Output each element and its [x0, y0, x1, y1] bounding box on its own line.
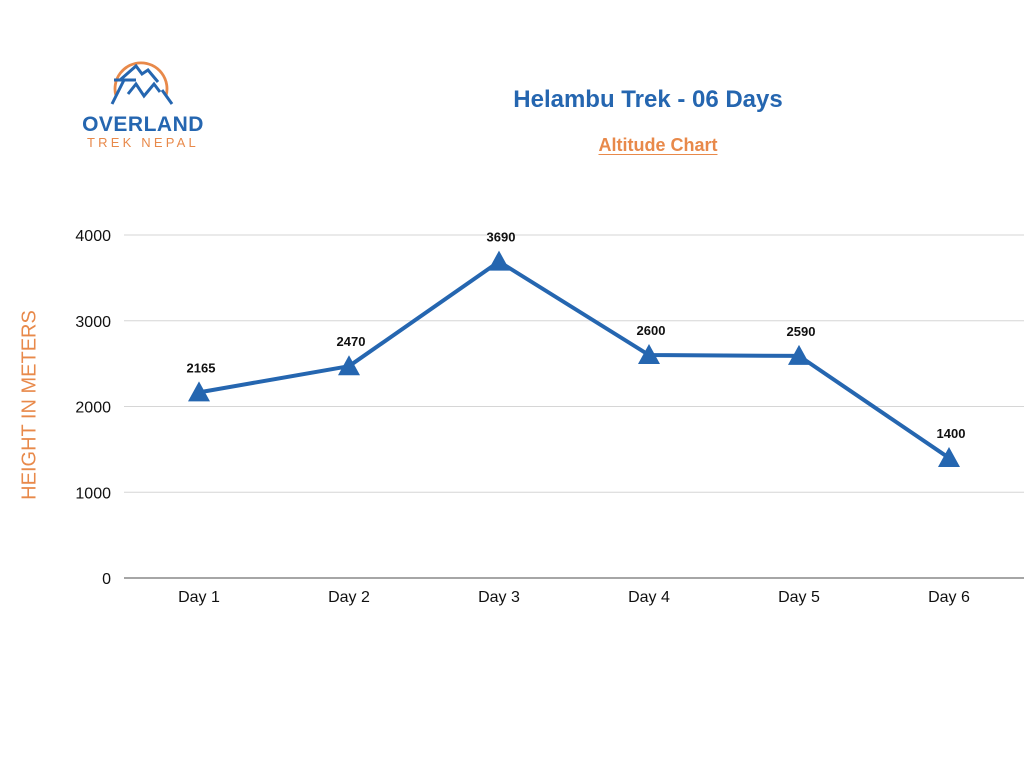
data-label: 2590 [787, 324, 816, 339]
y-tick-label: 4000 [75, 228, 111, 245]
y-tick-label: 2000 [75, 400, 111, 417]
data-label: 3690 [487, 230, 516, 245]
y-axis-ticks: 0 1000 2000 3000 4000 [75, 228, 111, 588]
y-tick-label: 3000 [75, 314, 111, 331]
logo-name: OVERLAND [82, 113, 204, 136]
x-tick-label: Day 4 [628, 589, 670, 606]
logo-subtitle: TREK NEPAL [87, 135, 199, 150]
chart-subtitle: Altitude Chart [598, 135, 718, 155]
triangle-marker-icon [638, 344, 660, 365]
data-label: 2600 [637, 323, 666, 338]
y-tick-label: 0 [102, 571, 111, 588]
company-logo: OVERLAND TREK NEPAL [78, 58, 208, 153]
x-tick-label: Day 1 [178, 589, 220, 606]
series-line [198, 259, 951, 460]
data-label: 2470 [337, 334, 366, 349]
triangle-marker-icon [338, 355, 360, 376]
data-label: 2165 [187, 360, 216, 375]
triangle-marker-icon [488, 250, 510, 271]
chart-title: Helambu Trek - 06 Days [513, 86, 783, 113]
x-tick-label: Day 2 [328, 589, 370, 606]
triangle-marker-icon [788, 344, 810, 365]
x-axis-ticks: Day 1 Day 2 Day 3 Day 4 Day 5 Day 6 [178, 589, 970, 606]
x-tick-label: Day 5 [778, 589, 820, 606]
x-tick-label: Day 6 [928, 589, 970, 606]
x-tick-label: Day 3 [478, 589, 520, 606]
altitude-series: 2165 2470 3690 2600 2590 1400 [187, 230, 966, 467]
data-label: 1400 [937, 426, 966, 441]
mountain-logo-icon [110, 61, 174, 105]
triangle-marker-icon [188, 381, 210, 402]
gridlines [124, 234, 1024, 579]
y-tick-label: 1000 [75, 485, 111, 502]
triangle-marker-icon [938, 446, 960, 467]
